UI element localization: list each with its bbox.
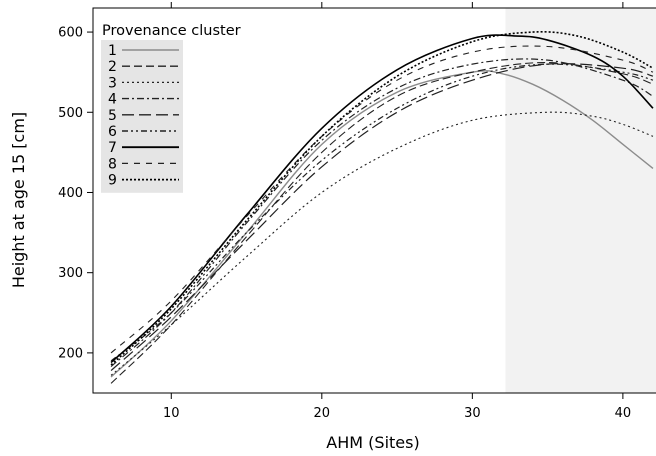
legend-label-5: 5 <box>108 108 117 124</box>
series-line-2 <box>110 61 654 384</box>
legend-title: Provenance cluster <box>102 23 241 39</box>
legend-label-6: 6 <box>108 124 117 140</box>
x-tick-label-30: 30 <box>464 406 481 421</box>
x-tick-label-40: 40 <box>615 406 632 421</box>
series-line-3 <box>110 111 654 376</box>
series-line-7 <box>110 34 654 364</box>
legend-box <box>101 40 183 193</box>
legend-label-1: 1 <box>108 43 117 59</box>
legend-label-9: 9 <box>108 173 117 189</box>
legend-label-2: 2 <box>108 59 117 75</box>
legend-label-4: 4 <box>108 92 117 108</box>
x-axis-title: AHM (Sites) <box>326 433 419 452</box>
y-tick-label-500: 500 <box>58 106 83 121</box>
legend-label-8: 8 <box>108 156 117 172</box>
shaded-region <box>505 8 656 393</box>
y-tick-label-200: 200 <box>58 346 83 361</box>
y-tick-label-300: 300 <box>58 266 83 281</box>
y-axis-title: Height at age 15 [cm] <box>9 112 28 288</box>
legend-label-7: 7 <box>108 140 117 156</box>
series-line-6 <box>110 63 654 362</box>
plot-frame <box>92 7 656 394</box>
legend-label-3: 3 <box>108 75 117 91</box>
x-tick-label-10: 10 <box>163 406 180 421</box>
series-line-9 <box>110 31 654 366</box>
x-tick-label-20: 20 <box>314 406 331 421</box>
y-tick-label-600: 600 <box>58 26 83 41</box>
series-line-8 <box>110 45 654 354</box>
y-tick-label-400: 400 <box>58 186 83 201</box>
series-line-5 <box>110 63 654 371</box>
